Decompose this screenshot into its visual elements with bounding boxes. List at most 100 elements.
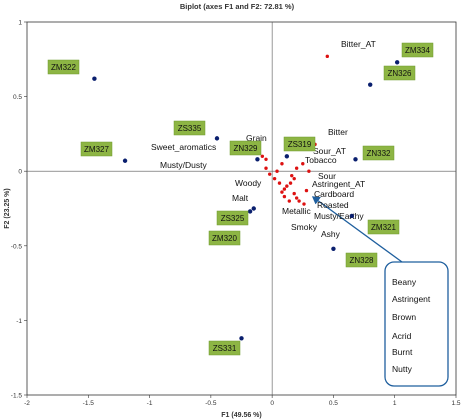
- sample-point: [92, 76, 97, 81]
- plot-frame: [26, 21, 457, 396]
- variable-label: Malt: [232, 193, 249, 203]
- variable-point: [280, 190, 284, 194]
- y-tick-label: 1: [18, 20, 22, 27]
- variable-point: [294, 196, 299, 200]
- y-tick-label: -1: [16, 318, 22, 325]
- sample-label-box: [383, 65, 416, 81]
- sample-label: ZM321: [371, 223, 396, 232]
- sample-label: ZS325: [221, 214, 245, 223]
- variable-point: [267, 172, 272, 176]
- variable-point: [264, 157, 268, 161]
- callout-item: Beany: [392, 277, 417, 287]
- sample-label-box: [229, 140, 262, 156]
- callout-item: Nutty: [392, 364, 413, 374]
- variable-label: Musty/Earthy: [314, 211, 364, 221]
- sample-label: ZM327: [84, 145, 109, 154]
- sample-point: [214, 136, 220, 141]
- sample-point: [247, 209, 253, 214]
- x-tick-label: -1.5: [83, 400, 95, 407]
- sample-label: ZM334: [405, 46, 430, 55]
- x-tick-label: -0.5: [205, 400, 217, 407]
- callout-item: Astringent: [392, 294, 431, 304]
- variable-point: [260, 154, 265, 158]
- sample-label-box: [208, 230, 241, 246]
- sample-label: ZS331: [213, 344, 237, 353]
- sample-point: [122, 158, 128, 163]
- variable-label: Ashy: [321, 229, 341, 239]
- sample-label-box: [401, 42, 434, 58]
- variable-label: Astringent_AT: [312, 179, 365, 189]
- y-tick-label: -0.5: [11, 243, 23, 250]
- sample-point: [349, 213, 355, 219]
- x-tick-label: -1: [147, 400, 153, 407]
- x-axis-label: F1 (49.56 %): [221, 412, 261, 419]
- variable-label: Bitter: [328, 127, 348, 137]
- callout-arrow: [311, 196, 403, 263]
- variable-point: [304, 188, 309, 193]
- sample-point: [284, 154, 290, 159]
- sample-label-box: [362, 145, 395, 161]
- variable-label: Tobacco: [305, 155, 337, 165]
- variable-label: Sour_AT: [313, 146, 346, 156]
- x-tick-label: 0.5: [329, 400, 338, 407]
- x-tick-label: 0: [270, 400, 274, 407]
- sample-label-box: [47, 59, 80, 75]
- variable-point: [290, 173, 294, 178]
- variable-point: [277, 181, 282, 185]
- chart-title: Biplot (axes F1 and F2: 72.81 %): [180, 2, 295, 11]
- sample-label: ZN326: [387, 69, 412, 78]
- callout-box: [384, 261, 449, 387]
- sample-label-box: [208, 340, 241, 356]
- y-axis-label: F2 (23.25 %): [4, 188, 11, 228]
- variable-label: Woody: [235, 178, 262, 188]
- sample-label-box: [80, 141, 113, 157]
- callout-item: Acrid: [392, 331, 412, 341]
- variable-point: [302, 202, 306, 206]
- sample-label-box: [283, 136, 316, 152]
- variable-point: [325, 54, 329, 59]
- variable-point: [287, 199, 292, 203]
- variable-label: Smoky: [291, 222, 318, 232]
- sample-point: [255, 157, 260, 162]
- variable-point: [272, 176, 277, 181]
- variable-label: Roasted: [317, 200, 349, 210]
- variable-point: [275, 169, 279, 173]
- sample-label-box: [345, 252, 378, 268]
- variable-point: [280, 162, 284, 166]
- variable-point: [264, 166, 268, 170]
- sample-label: ZN332: [366, 149, 391, 158]
- variable-label: Bitter_AT: [341, 39, 376, 49]
- variable-point: [297, 199, 301, 203]
- variable-label: Sweet_aromatics: [151, 142, 216, 152]
- y-tick-label: 0: [18, 169, 22, 176]
- variable-point: [282, 187, 287, 191]
- variable-point: [288, 181, 293, 185]
- variable-point: [294, 166, 299, 170]
- sample-label-box: [367, 219, 400, 235]
- sample-label-box: [216, 210, 249, 226]
- sample-label: ZS335: [178, 124, 202, 133]
- sample-label: ZM322: [51, 63, 76, 72]
- y-tick-label: 0.5: [13, 94, 22, 101]
- variable-label: Sour: [318, 171, 336, 181]
- sample-point: [239, 336, 244, 341]
- variable-label: Musty/Dusty: [160, 160, 208, 170]
- variable-point: [301, 162, 305, 166]
- x-tick-label: 1: [393, 400, 397, 407]
- sample-label: ZN329: [233, 144, 258, 153]
- variable-point: [285, 184, 289, 188]
- y-tick-label: -1.5: [11, 393, 23, 400]
- sample-label-box: [173, 120, 206, 136]
- variable-point: [292, 176, 296, 181]
- variable-point: [282, 194, 287, 199]
- sample-label: ZS319: [288, 140, 312, 149]
- variable-label: Cardboard: [314, 189, 354, 199]
- sample-point: [368, 82, 373, 87]
- sample-point: [251, 206, 256, 211]
- x-tick-label: -2: [24, 400, 30, 407]
- sample-label: ZM320: [212, 234, 237, 243]
- variable-label: Grain: [246, 133, 267, 143]
- variable-label: Metallic: [282, 206, 312, 216]
- callout-item: Burnt: [392, 347, 413, 357]
